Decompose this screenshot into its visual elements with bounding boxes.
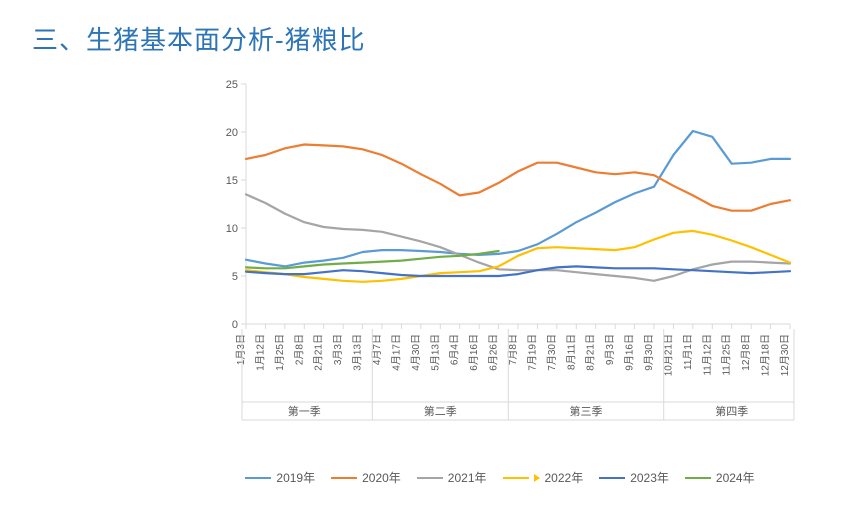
svg-text:15: 15 — [226, 175, 238, 187]
legend-label: 2019年 — [276, 469, 315, 486]
svg-text:11月12日: 11月12日 — [701, 334, 713, 376]
legend-item: 2019年 — [245, 469, 315, 486]
legend-label: 2020年 — [362, 469, 401, 486]
legend-item: 2024年 — [685, 469, 755, 486]
svg-text:2月21日: 2月21日 — [313, 334, 325, 371]
svg-text:10: 10 — [226, 223, 238, 235]
svg-text:5月13日: 5月13日 — [429, 334, 441, 371]
chart-legend: 2019年 2020年 2021年 2022年 2023年 2024年 — [200, 469, 800, 486]
svg-text:第二季: 第二季 — [424, 404, 457, 418]
svg-text:4月7日: 4月7日 — [371, 334, 383, 365]
svg-text:5: 5 — [232, 271, 238, 283]
svg-text:9月30日: 9月30日 — [643, 334, 655, 371]
svg-text:1月12日: 1月12日 — [254, 334, 266, 371]
svg-text:9月3日: 9月3日 — [604, 334, 616, 365]
svg-text:0: 0 — [232, 319, 238, 331]
chart-svg: 0 5 10 15 20 25 1月3日 1月12日 1月25日 2月8日 2月21日 3月3日 3月1… — [200, 76, 800, 436]
svg-text:1月3日: 1月3日 — [235, 334, 247, 365]
svg-text:7月19日: 7月19日 — [526, 334, 538, 371]
legend-item: 2022年 — [503, 469, 584, 486]
svg-text:12月30日: 12月30日 — [779, 334, 791, 376]
svg-text:12月18日: 12月18日 — [760, 334, 772, 376]
svg-text:3月13日: 3月13日 — [352, 334, 364, 371]
svg-text:8月11日: 8月11日 — [565, 334, 577, 370]
svg-text:25: 25 — [226, 79, 238, 91]
svg-text:12月8日: 12月8日 — [740, 334, 752, 371]
legend-item: 2020年 — [331, 469, 401, 486]
svg-text:第三季: 第三季 — [570, 404, 603, 418]
svg-text:4月30日: 4月30日 — [410, 334, 422, 371]
page-title: 三、生猪基本面分析-猪粮比 — [32, 20, 366, 57]
svg-text:3月3日: 3月3日 — [332, 334, 344, 365]
legend-item: 2021年 — [417, 469, 487, 486]
svg-text:8月21日: 8月21日 — [585, 334, 597, 371]
svg-text:6月26日: 6月26日 — [488, 334, 500, 371]
svg-text:2月8日: 2月8日 — [293, 334, 305, 365]
svg-text:6月16日: 6月16日 — [468, 334, 480, 371]
svg-text:11月1日: 11月1日 — [682, 334, 694, 370]
svg-text:第四季: 第四季 — [715, 404, 748, 418]
legend-item: 2023年 — [599, 469, 669, 486]
svg-text:6月4日: 6月4日 — [449, 334, 461, 365]
svg-text:20: 20 — [226, 127, 238, 139]
svg-text:4月17日: 4月17日 — [390, 334, 402, 371]
svg-text:第一季: 第一季 — [288, 404, 321, 418]
legend-label: 2021年 — [448, 469, 487, 486]
svg-text:10月21日: 10月21日 — [662, 334, 674, 376]
svg-text:1月25日: 1月25日 — [274, 334, 286, 371]
svg-text:11月25日: 11月25日 — [721, 334, 733, 376]
legend-label: 2023年 — [630, 469, 669, 486]
svg-text:7月8日: 7月8日 — [507, 334, 519, 365]
legend-label: 2024年 — [716, 469, 755, 486]
svg-text:7月30日: 7月30日 — [546, 334, 558, 371]
pig-grain-ratio-chart: 0 5 10 15 20 25 1月3日 1月12日 1月25日 2月8日 2月21日 3月3日 3月1… — [200, 76, 800, 486]
svg-text:9月16日: 9月16日 — [624, 334, 636, 371]
legend-label: 2022年 — [545, 469, 584, 486]
